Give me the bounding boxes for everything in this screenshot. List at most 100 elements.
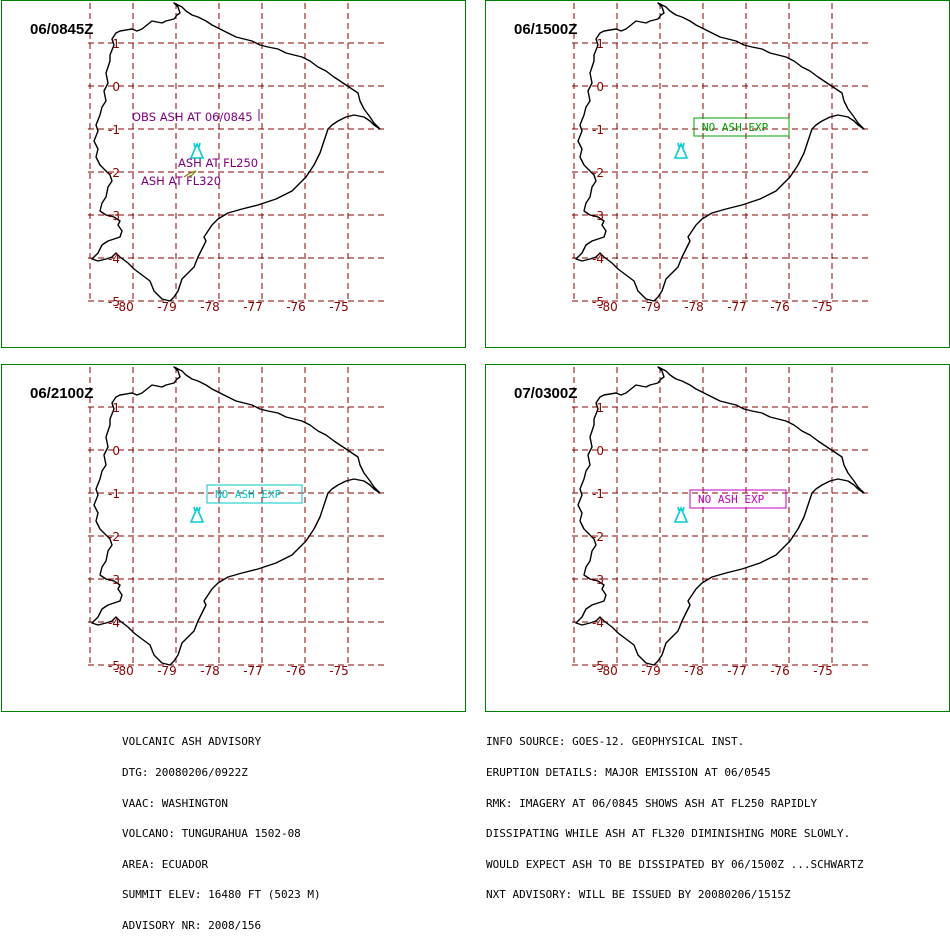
ecuador-outline bbox=[575, 2, 865, 302]
latitude-label: -1 bbox=[592, 123, 604, 137]
panel-time-title: 06/0845Z bbox=[30, 21, 94, 38]
map-2: 1 0 -1 -2 -3 -4 -5-80 -79 -78 -77 -76 -75 NO ASH EX… bbox=[572, 2, 868, 314]
latitude-label: -4 bbox=[592, 616, 604, 630]
longitude-label: -77 bbox=[243, 664, 263, 678]
advisory-line: INFO SOURCE: GOES-12. GEOPHYSICAL INST. bbox=[486, 735, 745, 749]
map-panel-2: 1 0 -1 -2 -3 -4 -5 -80 -79 -78 -77 -76 -75 NO ASH EX… bbox=[485, 0, 950, 348]
ash-fl320-label: ASH AT FL320 bbox=[141, 174, 221, 188]
latitude-label: -5 bbox=[592, 659, 604, 673]
no-ash-label: NO ASH EXP bbox=[702, 121, 769, 134]
panel-time-title: 07/0300Z bbox=[514, 385, 578, 402]
advisory-line: DTG: 20080206/0922Z bbox=[122, 766, 248, 779]
volcano-triangle-icon bbox=[189, 141, 205, 159]
map-1: 1 0 -1 -2 -3 -4 -5-80 -79 -78 -77 -76 -75 OBS ASH A… bbox=[88, 2, 384, 314]
longitude-label: -80 bbox=[114, 664, 134, 678]
advisory-line: SUMMIT ELEV: 16480 FT (5023 M) bbox=[122, 888, 321, 902]
map-4: 1 0 -1 -2 -3 -4 -5-80 -79 -78 -77 -76 -75 NO ASH EX… bbox=[572, 366, 868, 678]
latitude-label: -3 bbox=[108, 209, 120, 223]
advisory-line: DISSIPATING WHILE ASH AT FL320 DIMINISHI… bbox=[486, 827, 851, 841]
volcano-triangle-icon bbox=[673, 141, 689, 159]
obs-ash-label: OBS ASH AT 06/0845 bbox=[132, 110, 253, 124]
ash-plume-line bbox=[183, 170, 197, 178]
longitude-label: -75 bbox=[813, 300, 833, 314]
longitude-label: -76 bbox=[286, 664, 306, 678]
latitude-label: -4 bbox=[108, 616, 120, 630]
volcano-triangle-icon bbox=[189, 505, 205, 523]
longitude-label: -76 bbox=[770, 300, 790, 314]
longitude-label: -77 bbox=[727, 664, 747, 678]
latitude-label: -2 bbox=[108, 530, 120, 544]
longitude-label: -80 bbox=[598, 300, 618, 314]
latitude-label: 1 bbox=[596, 401, 604, 415]
map-panel-4: 1 0 -1 -2 -3 -4 -5 -80 -79 -78 -77 -76 -75 NO ASH EX… bbox=[485, 364, 950, 712]
latitude-label: -1 bbox=[592, 487, 604, 501]
latitude-label: -1 bbox=[108, 487, 120, 501]
panel-time-title: 06/1500Z bbox=[514, 21, 578, 38]
latitude-label: -5 bbox=[108, 659, 120, 673]
advisory-left: VOLCANIC ASH ADVISORY DTG: 20080206/0922… bbox=[122, 717, 321, 941]
panel-time-title: 06/2100Z bbox=[30, 385, 94, 402]
volcano-triangle-icon bbox=[673, 505, 689, 523]
longitude-label: -75 bbox=[329, 300, 349, 314]
longitude-label: -76 bbox=[286, 300, 306, 314]
latitude-label: -3 bbox=[592, 573, 604, 587]
latitude-label: 1 bbox=[112, 37, 120, 51]
volcano-triangle-icon bbox=[189, 141, 205, 159]
volcano-triangle-icon bbox=[673, 505, 689, 523]
latitude-label: -2 bbox=[108, 166, 120, 180]
grid-labels: 1 0 -1 -2 -3 -4 -5-80 -79 -78 -77 -76 -75 bbox=[108, 401, 349, 678]
no-ash-label: NO ASH EXP bbox=[698, 493, 765, 506]
advisory-line: ERUPTION DETAILS: MAJOR EMISSION AT 06/0… bbox=[486, 766, 771, 779]
longitude-label: -78 bbox=[684, 300, 704, 314]
longitude-label: -79 bbox=[157, 300, 177, 314]
latitude-label: 0 bbox=[112, 444, 120, 458]
longitude-label: -79 bbox=[641, 664, 661, 678]
advisory-line: ADVISORY NR: 2008/156 bbox=[122, 918, 262, 932]
advisory-line: AREA: ECUADOR bbox=[122, 857, 209, 871]
latitude-label: 0 bbox=[596, 80, 604, 94]
advisory-line: RMK: IMAGERY AT 06/0845 SHOWS ASH AT FL2… bbox=[486, 796, 818, 810]
longitude-label: -79 bbox=[157, 664, 177, 678]
no-ash-box bbox=[693, 117, 790, 137]
grid-labels: 1 0 -1 -2 -3 -4 -5-80 -79 -78 -77 -76 -75 bbox=[592, 401, 833, 678]
ecuador-outline bbox=[91, 366, 381, 666]
lat-lon-grid bbox=[572, 3, 868, 303]
volcano-triangle-icon bbox=[673, 141, 689, 159]
advisory-line: WOULD EXPECT ASH TO BE DISSIPATED BY 06/… bbox=[486, 857, 864, 871]
longitude-label: -76 bbox=[770, 664, 790, 678]
latitude-label: -5 bbox=[108, 295, 120, 309]
advisory-line: NXT ADVISORY: WILL BE ISSUED BY 20080206… bbox=[486, 888, 791, 902]
longitude-label: -80 bbox=[114, 300, 134, 314]
map-3: 1 0 -1 -2 -3 -4 -5-80 -79 -78 -77 -76 -75 NO ASH EX… bbox=[88, 366, 384, 678]
grid-labels: 1 0 -1 -2 -3 -4 -5-80 -79 -78 -77 -76 -75 bbox=[108, 37, 349, 314]
latitude-label: -3 bbox=[592, 209, 604, 223]
grid-labels: 1 0 -1 -2 -3 -4 -5-80 -79 -78 -77 -76 -75 bbox=[592, 37, 833, 314]
no-ash-label: NO ASH EXP bbox=[215, 488, 282, 501]
advisory-line: VOLCANIC ASH ADVISORY bbox=[122, 735, 262, 749]
ash-fl250-label: ASH AT FL250 bbox=[178, 156, 258, 170]
latitude-label: -4 bbox=[108, 252, 120, 266]
advisory-line: VOLCANO: TUNGURAHUA 1502-08 bbox=[122, 827, 301, 841]
latitude-label: -2 bbox=[592, 530, 604, 544]
latitude-label: -4 bbox=[592, 252, 604, 266]
longitude-label: -80 bbox=[598, 664, 618, 678]
longitude-label: -75 bbox=[329, 664, 349, 678]
latitude-label: -2 bbox=[592, 166, 604, 180]
latitude-label: 0 bbox=[112, 80, 120, 94]
advisory-line: VAAC: WASHINGTON bbox=[122, 796, 228, 810]
volcano-triangle-icon bbox=[189, 505, 205, 523]
longitude-label: -78 bbox=[200, 664, 220, 678]
latitude-label: 1 bbox=[596, 37, 604, 51]
longitude-label: -79 bbox=[641, 300, 661, 314]
map-panel-1: 1 0 -1 -2 -3 -4 -5 -80 -79 -78 -77 -76 -75 OBS ASH A… bbox=[1, 0, 466, 348]
longitude-label: -77 bbox=[243, 300, 263, 314]
lat-lon-grid bbox=[88, 367, 384, 667]
ecuador-outline bbox=[91, 2, 381, 302]
latitude-label: 0 bbox=[596, 444, 604, 458]
longitude-label: -77 bbox=[727, 300, 747, 314]
latitude-label: 1 bbox=[112, 401, 120, 415]
lat-lon-grid bbox=[88, 3, 384, 303]
map-panel-3: 1 0 -1 -2 -3 -4 -5 -80 -79 -78 -77 -76 -75 NO ASH EX… bbox=[1, 364, 466, 712]
longitude-label: -78 bbox=[200, 300, 220, 314]
advisory-right: INFO SOURCE: GOES-12. GEOPHYSICAL INST. … bbox=[486, 717, 864, 911]
